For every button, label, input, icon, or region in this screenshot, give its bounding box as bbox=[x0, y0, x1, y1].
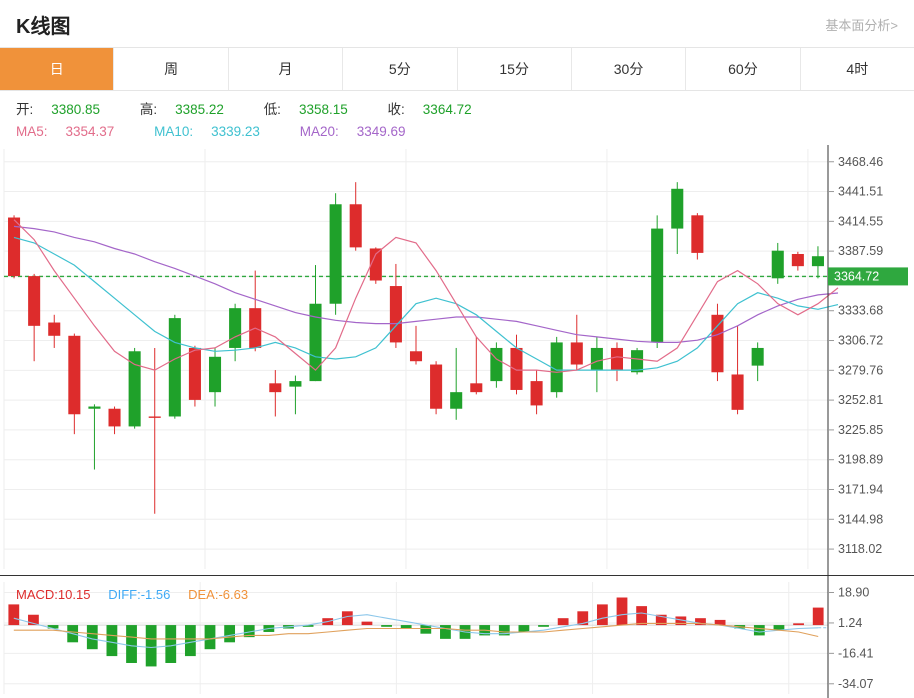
tab-week[interactable]: 周 bbox=[114, 48, 228, 90]
svg-text:3387.59: 3387.59 bbox=[838, 244, 883, 258]
svg-text:3333.68: 3333.68 bbox=[838, 304, 883, 318]
ma20-value: 3349.69 bbox=[357, 124, 406, 139]
low-label: 低: bbox=[264, 102, 281, 117]
tab-day[interactable]: 日 bbox=[0, 48, 114, 90]
svg-text:3252.81: 3252.81 bbox=[838, 393, 883, 407]
fundamental-analysis-link[interactable]: 基本面分析> bbox=[825, 15, 898, 34]
period-tab-bar: 日 周 月 5分 15分 30分 60分 4时 bbox=[0, 48, 914, 91]
page-title: K线图 bbox=[16, 10, 70, 39]
tab-30min[interactable]: 30分 bbox=[572, 48, 686, 90]
svg-text:3118.02: 3118.02 bbox=[838, 542, 882, 556]
svg-text:3171.94: 3171.94 bbox=[838, 482, 883, 496]
macd-label: MACD: bbox=[16, 587, 58, 602]
svg-text:3144.98: 3144.98 bbox=[838, 512, 883, 526]
dea-label: DEA: bbox=[188, 587, 218, 602]
svg-text:-34.07: -34.07 bbox=[838, 677, 873, 691]
svg-text:3441.51: 3441.51 bbox=[838, 185, 883, 199]
candlestick-chart[interactable]: 3468.46 3441.51 3414.55 3387.59 3364.72 3333.… bbox=[0, 145, 914, 575]
ma5-value: 3354.37 bbox=[66, 124, 115, 139]
ma10-label: MA10: bbox=[154, 124, 193, 139]
ma10-value: 3339.23 bbox=[211, 124, 260, 139]
low-value: 3358.15 bbox=[299, 102, 348, 117]
ma5-label: MA5: bbox=[16, 124, 48, 139]
diff-value: -1.56 bbox=[141, 587, 171, 602]
tab-5min[interactable]: 5分 bbox=[343, 48, 457, 90]
high-value: 3385.22 bbox=[175, 102, 224, 117]
close-label: 收: bbox=[388, 102, 405, 117]
tab-month[interactable]: 月 bbox=[229, 48, 343, 90]
close-value: 3364.72 bbox=[423, 102, 472, 117]
svg-text:3306.72: 3306.72 bbox=[838, 334, 883, 348]
open-label: 开: bbox=[16, 102, 33, 117]
macd-info-bar: MACD:10.15 DIFF:-1.56 DEA:-6.63 bbox=[0, 580, 264, 610]
tab-15min[interactable]: 15分 bbox=[458, 48, 572, 90]
svg-text:3414.55: 3414.55 bbox=[838, 214, 883, 228]
ohlc-info-bar: 开: 3380.85 高: 3385.22 低: 3358.15 收: 3364.72 … bbox=[0, 91, 914, 145]
high-label: 高: bbox=[140, 102, 157, 117]
svg-text:3279.76: 3279.76 bbox=[838, 363, 883, 377]
diff-label: DIFF: bbox=[108, 587, 141, 602]
svg-text:18.90: 18.90 bbox=[838, 586, 869, 600]
ma20-label: MA20: bbox=[300, 124, 339, 139]
svg-text:3225.85: 3225.85 bbox=[838, 423, 883, 437]
svg-text:1.24: 1.24 bbox=[838, 616, 862, 630]
tab-60min[interactable]: 60分 bbox=[686, 48, 800, 90]
svg-text:-16.41: -16.41 bbox=[838, 646, 873, 660]
tab-4hour[interactable]: 4时 bbox=[801, 48, 914, 90]
dea-value: -6.63 bbox=[218, 587, 248, 602]
svg-text:3468.46: 3468.46 bbox=[838, 155, 883, 169]
svg-text:3364.72: 3364.72 bbox=[834, 269, 879, 283]
macd-value: 10.15 bbox=[58, 587, 91, 602]
macd-chart[interactable]: 18.90 1.24 -16.41 -34.07 MACD:10.15 DIFF:-1… bbox=[0, 576, 914, 698]
page-header: K线图 基本面分析> bbox=[0, 0, 914, 48]
open-value: 3380.85 bbox=[51, 102, 100, 117]
svg-text:3198.89: 3198.89 bbox=[838, 453, 883, 467]
